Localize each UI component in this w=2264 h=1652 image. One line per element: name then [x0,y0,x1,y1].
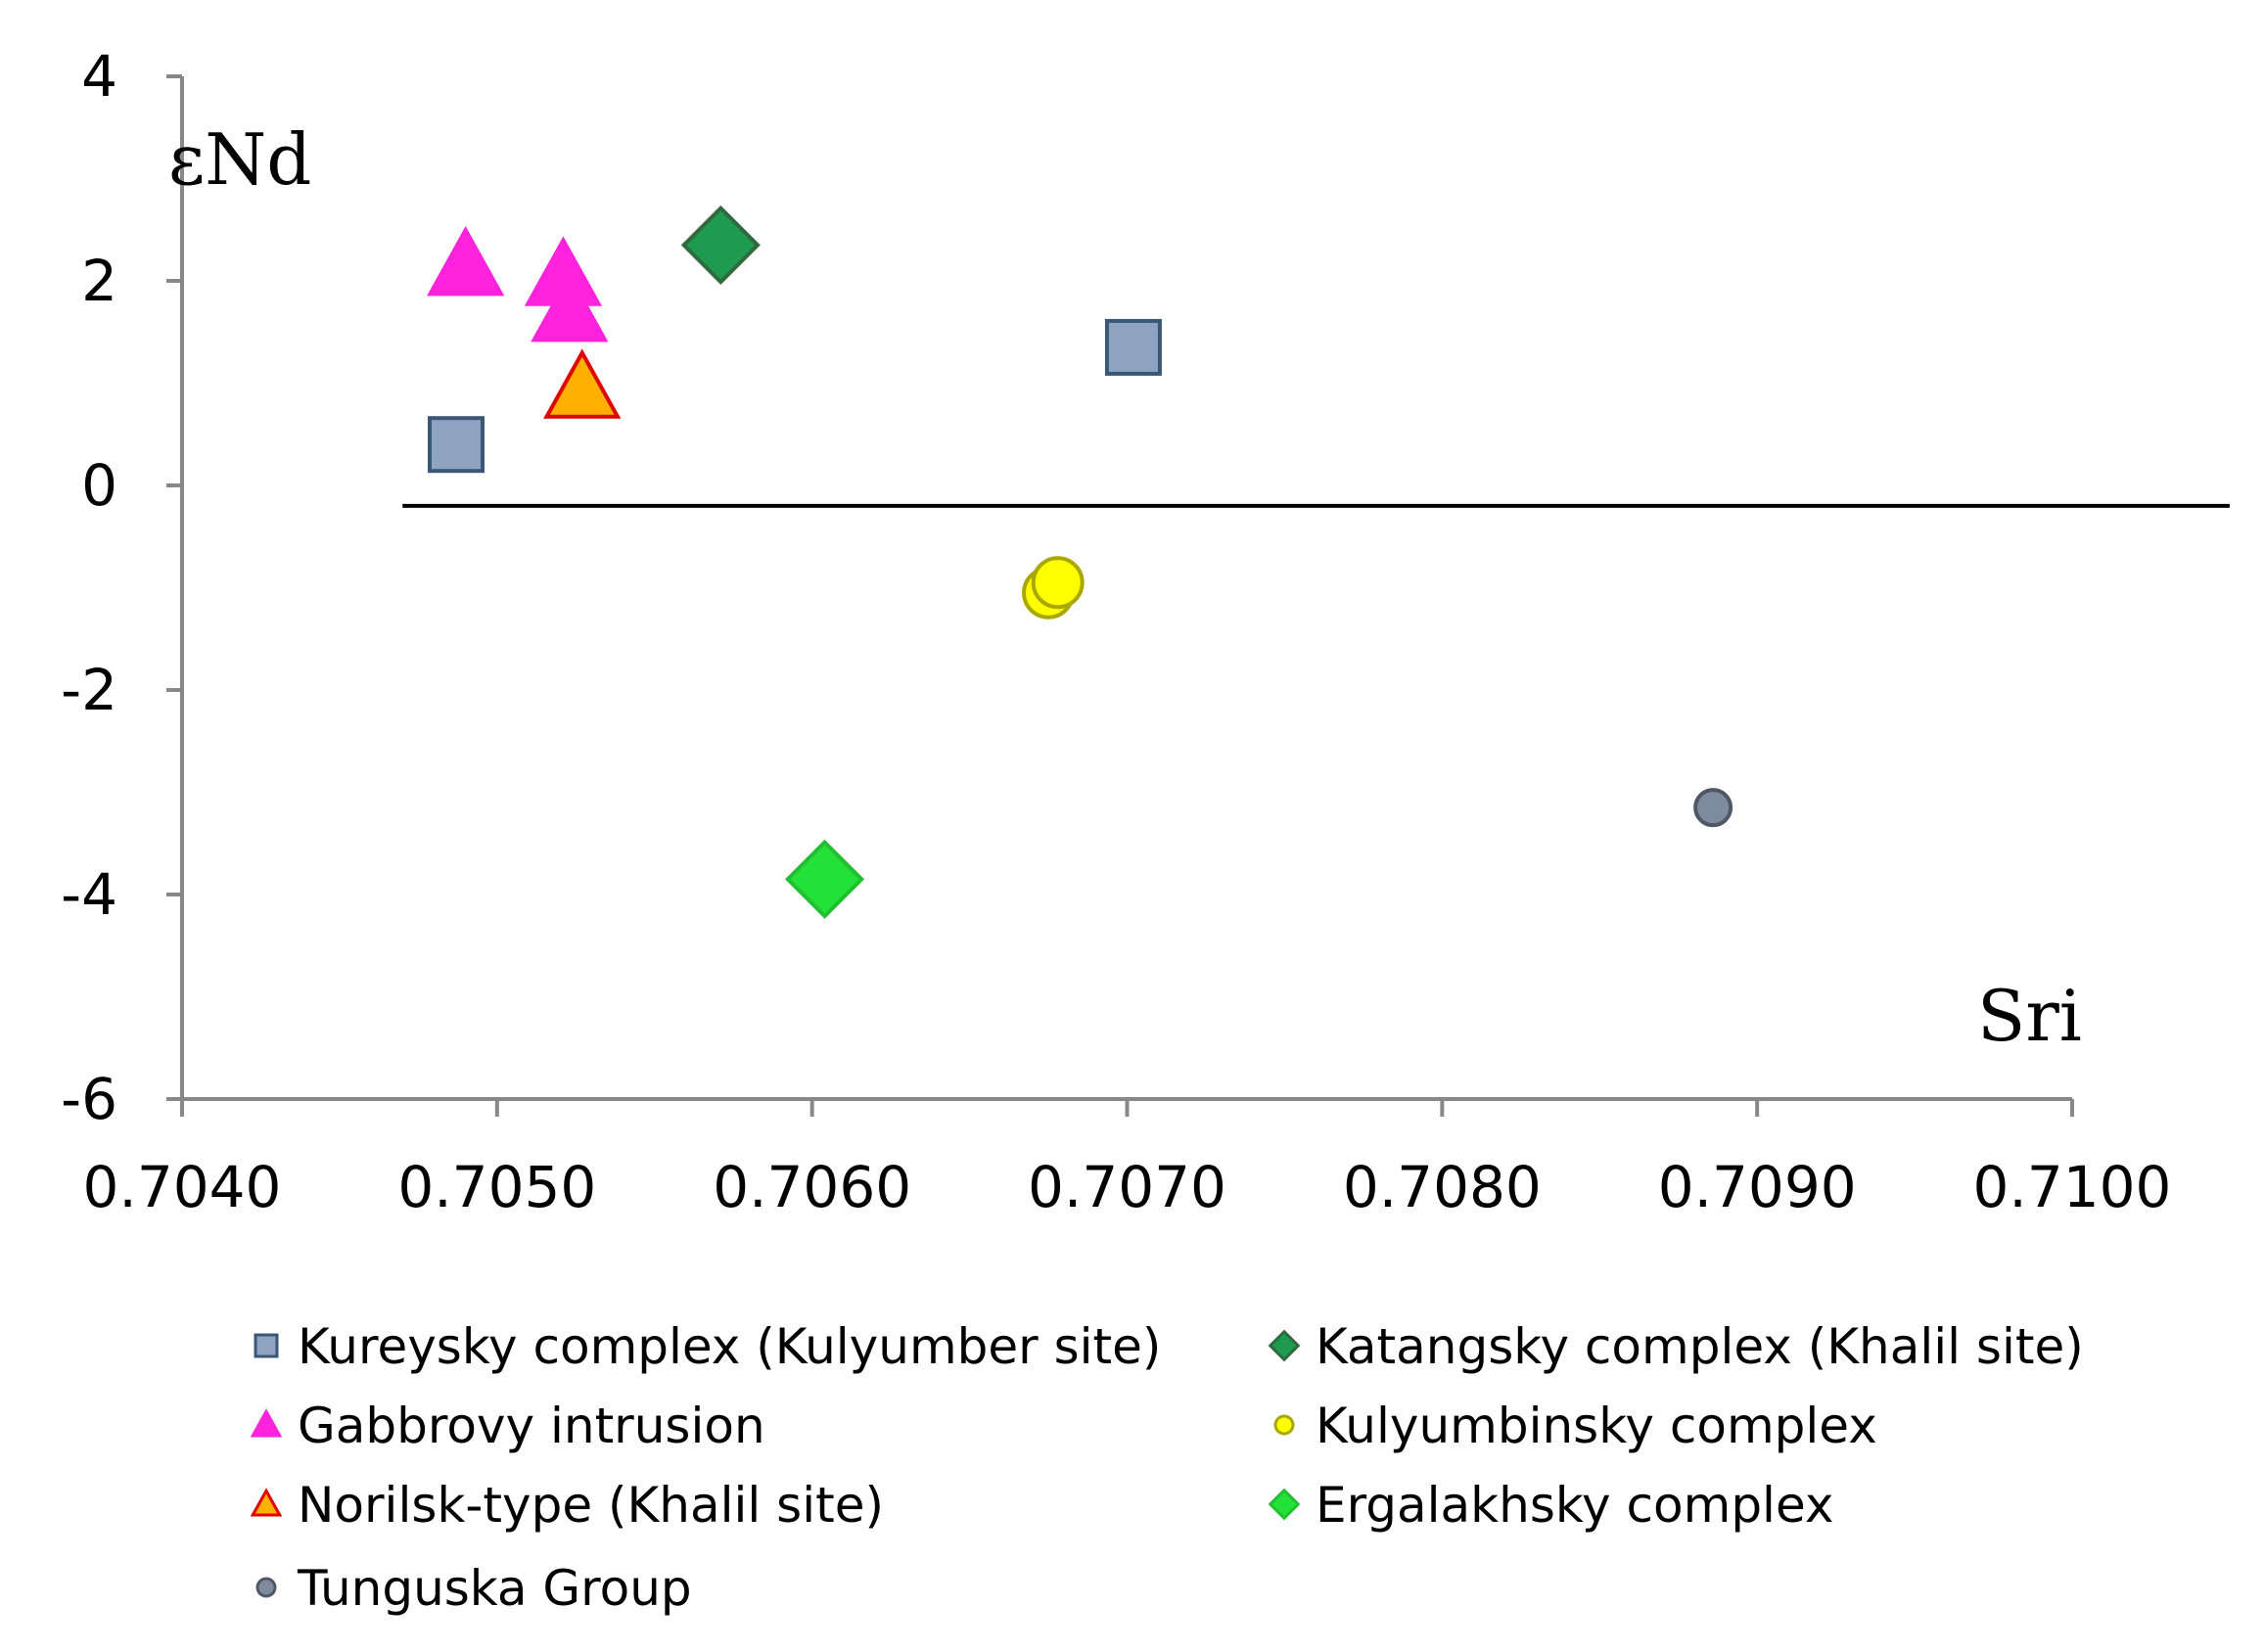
data-point [531,271,609,343]
x-tick-label: 0.7090 [1658,1154,1857,1220]
y-tick-label: 0 [81,452,117,519]
data-point [785,839,865,919]
legend-marker [1273,1414,1295,1436]
y-axis-title: εNd [168,118,311,201]
y-tick-label: 2 [81,248,117,314]
data-point [1104,318,1162,376]
legend-label: Ergalakhsky complex [1316,1477,1833,1534]
data-point [1031,556,1085,610]
x-axis-title: Sri [1977,975,2082,1057]
legend-marker [1268,1329,1301,1362]
x-tick-label: 0.7040 [83,1154,282,1220]
legend-label: Norilsk-type (Khalil site) [298,1477,884,1534]
legend-marker [255,1577,277,1598]
y-tick-label: -2 [61,657,117,723]
x-tick-label: 0.7050 [397,1154,596,1220]
data-point [543,348,622,419]
data-point [427,225,505,297]
data-point [427,416,485,474]
x-tick-label: 0.7060 [713,1154,911,1220]
legend-label: Kulyumbinsky complex [1316,1398,1877,1454]
legend-label: Katangsky complex (Khalil site) [1316,1318,2084,1375]
x-tick-label: 0.7100 [1973,1154,2172,1220]
legend-marker [250,1488,283,1517]
legend-marker [254,1333,279,1358]
y-tick-label: 4 [81,43,117,110]
data-point [680,205,761,285]
legend-label: Tunguska Group [297,1560,692,1617]
ticks: 4 2 0 -2 -4 -6 0.7040 0.7050 0.7060 0.7070 0.7080 0… [61,43,2171,1220]
y-tick-label: -6 [61,1066,117,1132]
data-points [427,205,1733,919]
legend: Kureysky complex (Kulyumber site) Katangs… [250,1318,2084,1617]
legend-marker [250,1408,283,1438]
legend-marker [1268,1488,1301,1521]
legend-label: Kureysky complex (Kulyumber site) [298,1318,1161,1375]
x-tick-label: 0.7070 [1028,1154,1226,1220]
data-point [1693,788,1733,828]
y-tick-label: -4 [61,861,117,928]
x-tick-label: 0.7080 [1343,1154,1542,1220]
legend-label: Gabbrovy intrusion [298,1398,765,1454]
